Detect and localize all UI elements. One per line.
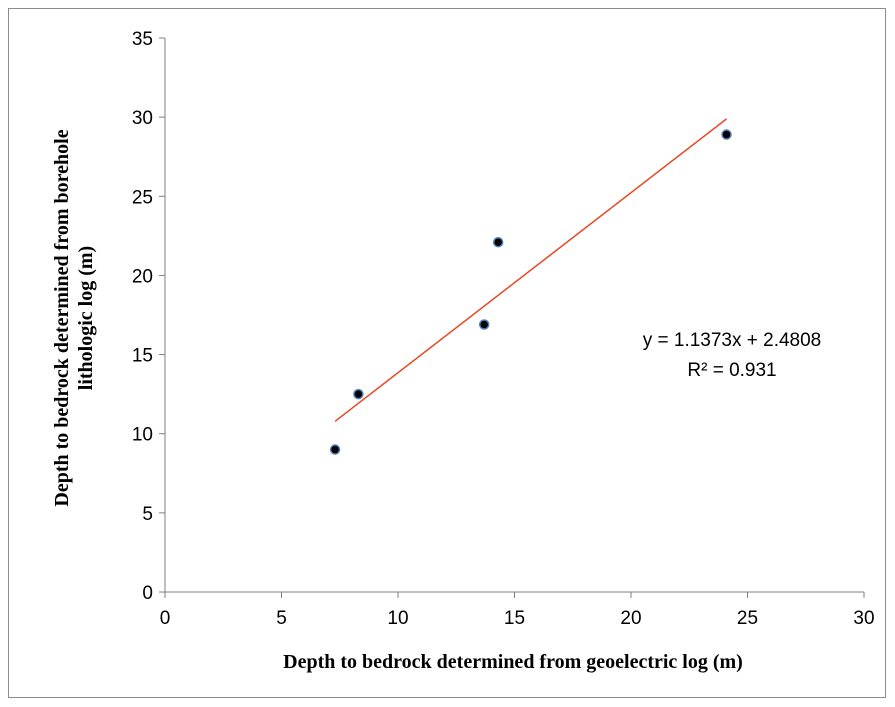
r-squared-label: R² = 0.931 (687, 360, 776, 381)
trendline-group (334, 118, 727, 422)
y-axis-title-line-2: lithologic log (m) (75, 246, 97, 390)
y-tick-label: 30 (132, 108, 153, 129)
y-tick-label: 20 (132, 266, 153, 287)
y-tick-label: 35 (132, 29, 153, 50)
x-axis-title: Depth to bedrock determined from geoelec… (283, 651, 743, 673)
x-tick-label: 30 (853, 608, 874, 629)
data-point (478, 319, 490, 330)
x-tick-label: 10 (387, 608, 408, 629)
y-tick-label: 15 (132, 346, 153, 367)
y-tick-label: 10 (132, 425, 153, 446)
data-point (353, 388, 364, 400)
x-tick-label: 0 (160, 608, 171, 629)
axes: 0 5 10 15 20 25 30 35 0 5 10 15 20 25 30 (132, 29, 875, 629)
x-tick-label: 20 (620, 608, 641, 629)
data-point (721, 129, 732, 140)
x-tick-label: 25 (737, 608, 758, 629)
trendline (334, 118, 727, 422)
chart-frame (8, 8, 886, 698)
x-tick-label: 5 (276, 608, 287, 629)
labels-group: y = 1.1373x + 2.4808 R² = 0.931 Depth to… (51, 129, 821, 673)
y-axis-title-line-1: Depth to bedrock determined from borehol… (51, 129, 73, 506)
data-points (329, 129, 732, 455)
x-tick-label: 15 (504, 608, 525, 629)
trendline-equation: y = 1.1373x + 2.4808 (643, 330, 822, 351)
data-point (329, 444, 341, 455)
data-point (492, 236, 504, 248)
y-tick-label: 5 (142, 504, 153, 525)
y-tick-label: 25 (132, 187, 153, 208)
y-tick-label: 0 (142, 583, 153, 604)
